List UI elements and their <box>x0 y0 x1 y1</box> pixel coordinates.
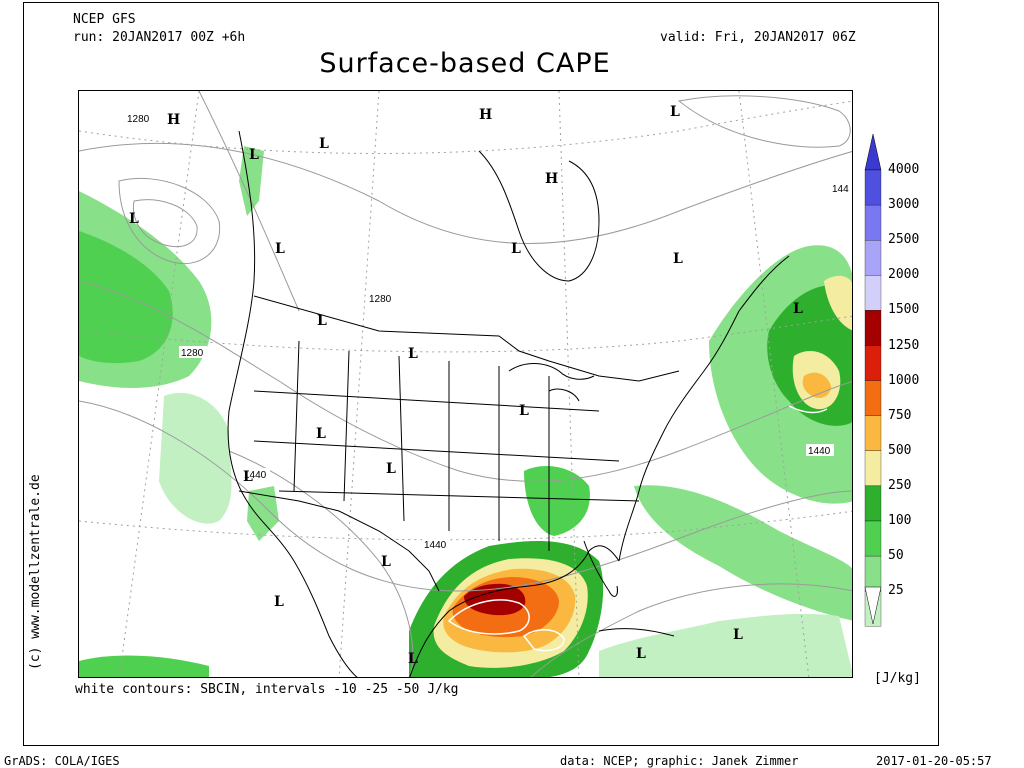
colorbar-swatch <box>864 415 882 451</box>
low-marker: L <box>636 646 646 662</box>
contour-note: white contours: SBCIN, intervals -10 -25… <box>75 682 459 697</box>
colorbar-unit: [J/kg] <box>874 671 921 686</box>
isobar-label: 1440 <box>244 470 267 481</box>
cuba <box>598 628 675 637</box>
cape-area-mexico-pacific <box>79 655 209 677</box>
colorbar-swatch <box>864 240 882 276</box>
low-marker: L <box>519 403 529 419</box>
low-marker: L <box>317 313 327 329</box>
low-marker: L <box>129 211 139 227</box>
great-lakes <box>508 363 595 402</box>
colorbar-swatch <box>864 450 882 487</box>
low-marker: L <box>408 651 418 667</box>
page-title: Surface-based CAPE <box>319 48 611 79</box>
cape-area-caribbean <box>599 613 852 677</box>
gulf-coast <box>409 545 620 677</box>
map-canvas: 1280 1280 1280 1440 1440 1440 144 H H H … <box>79 91 852 677</box>
colorbar-swatch <box>864 485 882 522</box>
pressure-labels: 1280 1280 1280 1440 1440 1440 144 <box>125 112 852 551</box>
cape-area-southeast <box>524 466 590 536</box>
model-label: NCEP GFS <box>73 12 136 27</box>
graticule <box>79 91 852 677</box>
colorbar-tick-label: 4000 <box>888 162 920 177</box>
isobar-label: 1280 <box>127 114 150 125</box>
colorbar-tick-label: 250 <box>888 477 912 493</box>
colorbar-bottom-arrow <box>864 586 882 625</box>
isobar-label: 1440 <box>808 446 831 457</box>
isobar-label: 144 <box>832 184 849 195</box>
timestamp: 2017-01-20-05:57 <box>876 754 992 768</box>
colorbar-swatch <box>864 204 882 241</box>
colorbar-tick-label: 1000 <box>888 372 920 388</box>
low-marker: L <box>793 301 803 317</box>
colorbar-tick-label: 2500 <box>888 232 920 248</box>
low-marker: L <box>386 461 396 477</box>
low-marker: L <box>673 251 683 267</box>
site-credit: (c) www.modellzentrale.de <box>28 474 43 670</box>
colorbar-swatch <box>864 520 882 557</box>
cape-area-baja <box>247 486 279 541</box>
low-marker: L <box>249 147 259 163</box>
low-marker: L <box>733 627 743 643</box>
state-lines <box>253 340 640 551</box>
cape-area-atlantic-ne <box>824 275 852 331</box>
cape-area-pacific-inner <box>79 231 173 364</box>
colorbar-svg <box>864 133 882 627</box>
boundaries <box>227 130 790 677</box>
colorbar-tick-label: 1250 <box>888 337 920 353</box>
colorbar-tick-label: 1500 <box>888 302 920 318</box>
colorbar-swatch <box>864 169 882 206</box>
cape-area-east-atlantic <box>634 485 852 621</box>
isobar-label: 1280 <box>181 348 204 359</box>
cape-map: 1280 1280 1280 1440 1440 1440 144 H H H … <box>78 90 853 678</box>
canada-us-border <box>253 295 680 382</box>
grads-credit: GrADS: COLA/IGES <box>4 754 120 768</box>
isobar-label: 1280 <box>369 294 392 305</box>
colorbar-swatch <box>864 555 882 592</box>
low-marker: L <box>408 346 418 362</box>
west-coast <box>227 130 358 677</box>
colorbar-swatch <box>864 345 882 381</box>
colorbar-top-arrow <box>864 133 882 171</box>
cape-area-socal <box>159 392 232 524</box>
colorbar-tick-label: 25 <box>888 583 904 599</box>
colorbar-tick-label: 750 <box>888 407 912 423</box>
colorbar-tick-label: 50 <box>888 548 904 564</box>
high-marker: H <box>479 107 492 123</box>
colorbar-swatch <box>864 275 882 311</box>
colorbar-swatch <box>864 380 882 416</box>
high-marker: H <box>545 171 558 187</box>
cape-shading <box>79 146 852 677</box>
pressure-centers: H H H L L L L L L L L L L L L L L L L L … <box>129 104 803 667</box>
colorbar-tick-label: 2000 <box>888 267 920 283</box>
florida <box>583 540 618 597</box>
sbcin-contours <box>447 405 850 652</box>
us-mexico-border <box>238 490 440 592</box>
east-coast <box>618 255 790 562</box>
low-marker: L <box>670 104 680 120</box>
hudson-bay <box>478 150 600 282</box>
run-label: run: 20JAN2017 00Z +6h <box>73 30 246 45</box>
data-credit: data: NCEP; graphic: Janek Zimmer <box>560 754 799 768</box>
colorbar-tick-label: 500 <box>888 442 912 458</box>
valid-label: valid: Fri, 20JAN2017 06Z <box>660 30 856 45</box>
low-marker: L <box>243 469 253 485</box>
colorbar-swatch <box>864 310 882 346</box>
high-marker: H <box>167 112 180 128</box>
low-marker: L <box>316 426 326 442</box>
low-marker: L <box>381 554 391 570</box>
low-marker: L <box>319 136 329 152</box>
figure-frame <box>23 2 939 746</box>
low-marker: L <box>275 241 285 257</box>
colorbar-tick-label: 100 <box>888 513 912 528</box>
low-marker: L <box>274 594 284 610</box>
colorbar-tick-label: 3000 <box>888 197 920 213</box>
pressure-contours <box>79 91 852 677</box>
low-marker: L <box>511 241 521 257</box>
isobar-label: 1440 <box>424 540 447 551</box>
